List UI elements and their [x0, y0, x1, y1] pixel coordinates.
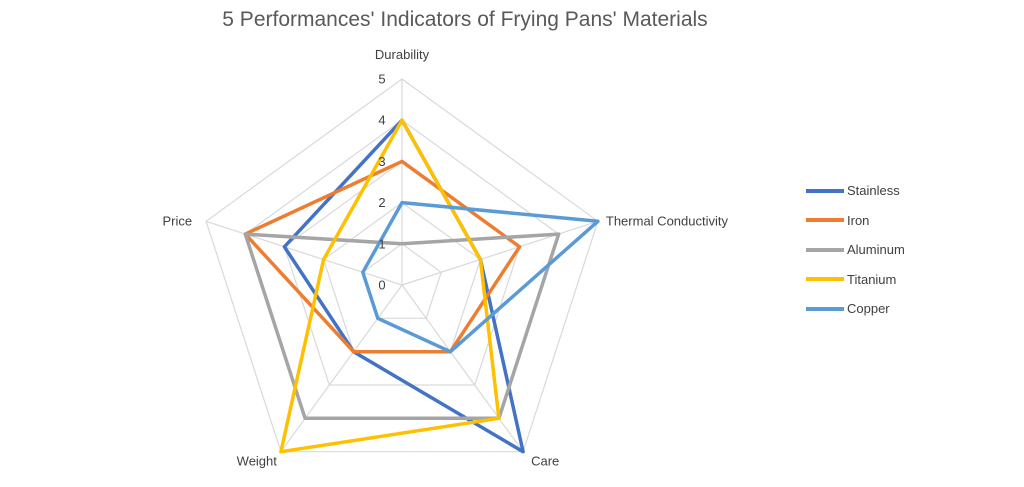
legend-swatch [806, 218, 844, 223]
legend-item-aluminum: Aluminum [806, 235, 1006, 265]
series-line-copper [361, 200, 600, 354]
grid-spoke-2 [401, 284, 524, 453]
axis-label-price: Price [162, 213, 192, 228]
grid-spoke-1 [401, 220, 599, 286]
legend-swatch [806, 277, 844, 282]
tick-label: 1 [378, 236, 385, 251]
legend-item-titanium: Titanium [806, 265, 1006, 295]
series-line-iron [243, 159, 522, 354]
legend-item-copper: Copper [806, 294, 1006, 324]
grid-ring-5 [205, 78, 599, 453]
grid-ring-1 [362, 243, 442, 319]
chart-title: 5 Performances' Indicators of Frying Pan… [222, 8, 708, 31]
tick-label: 4 [378, 113, 385, 128]
grid-spoke-4 [205, 220, 403, 286]
tick-label: 3 [378, 154, 385, 169]
legend-swatch [806, 306, 844, 311]
tick-label: 2 [378, 195, 385, 210]
legend-item-stainless: Stainless [806, 176, 1006, 206]
legend-item-iron: Iron [806, 206, 1006, 236]
legend-label: Stainless [847, 183, 900, 199]
axis-label-care: Care [531, 454, 559, 469]
radar-labels: 0 1 2 3 4 5 Durability Thermal Conductivity Care… [162, 47, 728, 469]
radar-grid [205, 78, 599, 453]
axis-label-weight: Weight [237, 454, 278, 469]
axis-label-thermal-conductivity: Thermal Conductivity [606, 213, 729, 228]
radar-series-layer [243, 118, 600, 454]
tick-label: 0 [378, 278, 385, 293]
legend-label: Iron [847, 212, 870, 228]
legend: Stainless Iron Aluminum Titanium Copper [806, 176, 1006, 324]
series-line-aluminum [243, 232, 561, 421]
legend-label: Copper [847, 301, 890, 317]
axis-label-durability: Durability [375, 47, 430, 62]
legend-label: Aluminum [847, 242, 905, 258]
tick-label: 5 [378, 72, 385, 87]
legend-swatch [806, 247, 844, 252]
legend-swatch [806, 188, 844, 193]
grid-spoke-3 [280, 284, 403, 453]
legend-label: Titanium [847, 271, 897, 287]
series-line-titanium [279, 118, 501, 454]
